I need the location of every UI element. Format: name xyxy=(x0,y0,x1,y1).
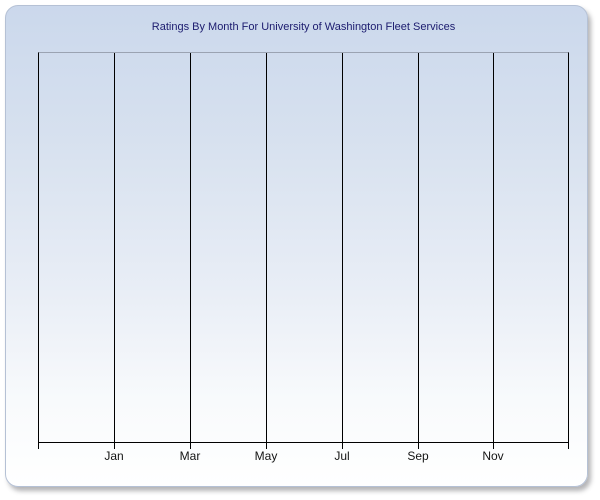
gridline-sep xyxy=(418,53,419,449)
axis-edge-tick-right xyxy=(568,443,569,449)
axis-edge-tick-left xyxy=(38,443,39,449)
gridline-nov xyxy=(493,53,494,449)
plot-area xyxy=(38,52,569,449)
chart-panel: Ratings By Month For University of Washi… xyxy=(5,5,588,487)
x-tick-label-sep: Sep xyxy=(407,449,429,463)
x-tick-label-nov: Nov xyxy=(482,449,504,463)
x-tick-label-may: May xyxy=(254,449,278,463)
gridline-mar xyxy=(190,53,191,449)
x-tick-label-jan: Jan xyxy=(104,449,124,463)
gridline-jul xyxy=(342,53,343,449)
x-tick-label-mar: Mar xyxy=(179,449,201,463)
gridline-may xyxy=(266,53,267,449)
gridline-jan xyxy=(114,53,115,449)
x-tick-label-jul: Jul xyxy=(334,449,350,463)
x-axis-labels: Jan Mar May Jul Sep Nov xyxy=(38,449,569,465)
chart-title: Ratings By Month For University of Washi… xyxy=(151,21,456,33)
